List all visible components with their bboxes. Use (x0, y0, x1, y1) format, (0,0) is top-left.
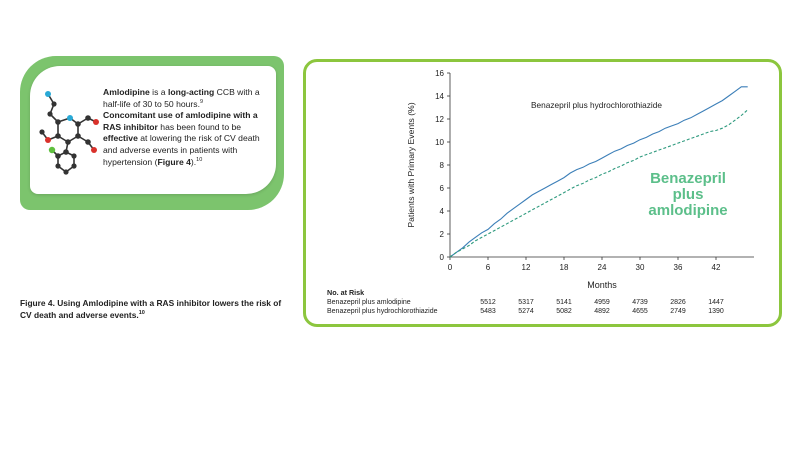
risk-table-value: 4655 (632, 308, 648, 315)
callout-bold-long-acting: long-acting (167, 87, 215, 97)
caption-reference-superscript: 10 (138, 309, 145, 316)
callout-bold-amlodipine: Amlodipine (103, 87, 150, 97)
risk-table-value: 2826 (670, 299, 686, 306)
risk-table-value: 2749 (670, 308, 686, 315)
y-tick-label: 2 (440, 230, 445, 239)
solid-series-label: Benazepril plus hydrochlorothiazide (531, 100, 662, 110)
x-tick-label: 18 (560, 263, 569, 272)
reference-superscript: 10 (196, 156, 203, 163)
series-line-benazepril-hctz (449, 86, 748, 258)
risk-table-value: 5512 (480, 299, 496, 306)
risk-table-value: 1390 (708, 308, 724, 315)
figure-caption-text: Figure 4. Using Amlodipine with a RAS in… (20, 298, 282, 320)
x-tick-label: 6 (486, 263, 491, 272)
x-tick-label: 42 (712, 263, 721, 272)
y-tick-label: 4 (440, 207, 445, 216)
y-tick-label: 16 (435, 69, 444, 78)
risk-table-value: 5141 (556, 299, 572, 306)
callout-text-part: ). (190, 156, 197, 167)
x-tick-label: 0 (448, 263, 453, 272)
risk-table-value: 4739 (632, 299, 648, 306)
risk-table-title: No. at Risk (327, 288, 364, 297)
risk-table-value: 4892 (594, 308, 610, 315)
callout-text: Amlodipine is a long-acting CCB with a h… (103, 87, 275, 168)
reference-superscript: 9 (199, 98, 204, 105)
risk-table-value: 5317 (518, 299, 534, 306)
risk-table-value: 5082 (556, 308, 572, 315)
callout-bold-effective: effective (103, 133, 138, 144)
x-tick-label: 12 (522, 263, 531, 272)
x-tick-label: 30 (636, 263, 645, 272)
amlodipine-molecule-icon (39, 91, 99, 175)
callout-bold-figure-ref: Figure 4 (157, 156, 191, 167)
y-axis-label: Patients with Primary Events (%) (406, 102, 416, 227)
risk-table-value: 5274 (518, 308, 534, 315)
kaplan-meier-chart: Patients with Primary Events (%) Months … (327, 69, 754, 315)
risk-table-value: 5483 (480, 308, 496, 315)
x-tick-label: 36 (674, 263, 683, 272)
series-line-benazepril-amlodipine (449, 109, 749, 258)
dashed-series-label-line2: plus (673, 186, 704, 203)
callout-text-part: CCB with a half-life of 30 to 50 hours. (103, 87, 260, 109)
risk-table-value: 1447 (708, 299, 724, 306)
callout-card (30, 66, 276, 194)
callout-text-part: is a (149, 87, 168, 97)
chart-frame (303, 59, 782, 327)
callout-bold-concomitant: Concomitant use of amlodipine with a RAS… (103, 110, 258, 132)
callout-text-part: at lowering the risk of CV death and adv… (103, 133, 260, 167)
x-tick-label: 24 (598, 263, 607, 272)
y-tick-label: 10 (435, 138, 444, 147)
figure-caption: Figure 4. Using Amlodipine with a RAS in… (20, 298, 290, 321)
callout-text-part: has been found to be (157, 121, 242, 132)
y-tick-label: 12 (435, 115, 444, 124)
y-tick-label: 0 (440, 253, 445, 262)
dashed-series-label-line1: Benazepril (650, 170, 726, 187)
x-axis-label: Months (587, 280, 617, 290)
dashed-series-label-line3: amlodipine (648, 202, 727, 219)
risk-table-value: 4959 (594, 299, 610, 306)
risk-row-label: Benazepril plus hydrochlorothiazide (327, 308, 438, 315)
risk-row-label: Benazepril plus amlodipine (327, 299, 411, 306)
y-tick-label: 14 (435, 92, 444, 101)
y-tick-label: 6 (440, 184, 445, 193)
y-tick-label: 8 (440, 161, 445, 170)
